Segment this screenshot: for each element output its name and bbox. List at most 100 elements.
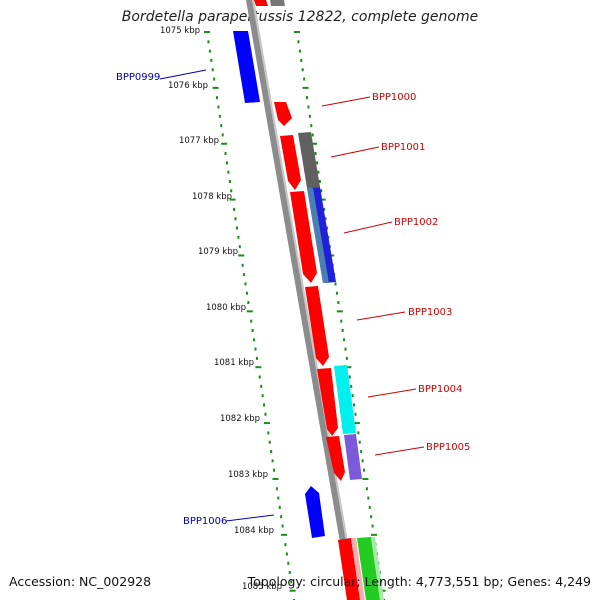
scale-label: 1085 kbp [242,582,282,592]
gene-BPP1004-cyan [334,365,356,434]
tick-dot [220,124,223,128]
gene-BPP1005-red [326,436,345,481]
gene-BPP1006 [305,486,325,538]
tick-dot [253,338,256,342]
scale-label: 1080 kbp [206,303,246,313]
tick-dot [317,170,320,174]
tick-dot [229,198,236,201]
tick-dot [234,217,237,221]
tick-dot [354,412,357,416]
tick-dot [217,105,220,109]
tick-dot [368,505,371,509]
callout-line [356,311,406,321]
gene-bottom-green [357,537,380,600]
tick-dot [285,552,288,556]
gene-top-red-1 [254,0,268,6]
tick-dot [319,198,326,201]
tick-dot [235,226,238,230]
tick-dot [208,49,211,53]
gene-BPP1002-steel [307,188,329,283]
scale-label: 1081 kbp [214,358,254,368]
scale-labels: 1075 kbp 1076 kbp 1077 kbp 1078 kbp 1079 kbp… [160,26,282,592]
tick-dot [348,375,351,379]
gene-label: BPP1006 [183,516,227,527]
tick-dot [268,440,271,444]
tick-dot [271,459,274,463]
tick-dot [255,356,258,360]
gene-BPP1001-grey [298,132,320,188]
tick-dot [247,301,250,305]
tick-dot [345,366,352,369]
tick-dot [363,468,366,472]
tick-dot [335,291,338,295]
tick-dot [318,179,321,183]
tick-dot [228,179,231,183]
tick-dot [305,96,308,100]
tick-dot [300,58,303,62]
tick-dot [289,589,296,592]
tick-dot [246,310,253,313]
tick-dot [241,263,244,267]
tick-dot [233,207,236,211]
map-title: Bordetella parapertussis 12822, complete… [121,9,479,25]
gene-BPP1001-red [280,135,301,190]
tick-dot [281,524,284,528]
tick-dot [244,282,247,286]
backbone-highlight [252,0,358,600]
tick-dot [361,459,364,463]
tick-dot [221,133,224,137]
gene-BPP1000 [274,102,292,126]
tick-dot [251,328,254,332]
tick-dot [273,468,276,472]
callout-line [343,221,393,234]
tick-dot [311,142,318,145]
tick-dot [245,291,248,295]
gene-BPP0999 [233,31,260,103]
gene-label: BPP1001 [381,142,425,153]
tick-dot [250,319,253,323]
tick-dot [301,68,304,72]
tick-dot [367,496,370,500]
tick-dot [227,170,230,174]
tick-dot [371,524,374,528]
tick-dot [255,366,262,369]
scale-label: 1078 kbp [192,192,232,202]
tick-dot [302,86,309,89]
gene-bottom-red [338,538,360,600]
tick-dot [370,515,373,519]
gene-BPP1004-red [317,368,338,436]
tick-dot [325,226,328,230]
tick-dot [345,356,348,360]
gene-BPP1002-red [290,191,317,283]
tick-dot [213,77,216,81]
callout-line [225,514,275,522]
accession-text: Accession: NC_002928 [9,574,152,589]
tick-dot [225,161,228,165]
gene-bottom-pink [351,538,365,600]
tick-dot [371,533,378,536]
tick-dot [308,114,311,118]
callout-line [321,96,371,107]
scale-label: 1082 kbp [220,414,260,424]
tick-dot [207,40,210,44]
tick-dot [281,533,288,536]
tick-dot [272,477,279,480]
tick-dot [310,124,313,128]
tick-dot [258,375,261,379]
gene-label: BPP0999 [116,72,160,83]
callout-line [330,146,380,158]
tick-dot [261,394,264,398]
gene-BPP1005-purple [344,434,362,480]
tick-dot [294,31,300,33]
tick-dot [238,254,245,257]
gene-top-grey [270,0,285,6]
tick-dot [307,105,310,109]
tick-dot [351,394,354,398]
tick-dot [358,440,361,444]
tick-dot [365,487,368,491]
tick-dot [275,487,278,491]
tick-dot [263,422,270,425]
tick-dot [263,403,266,407]
tick-dot [315,161,318,165]
callout-line [374,446,425,456]
